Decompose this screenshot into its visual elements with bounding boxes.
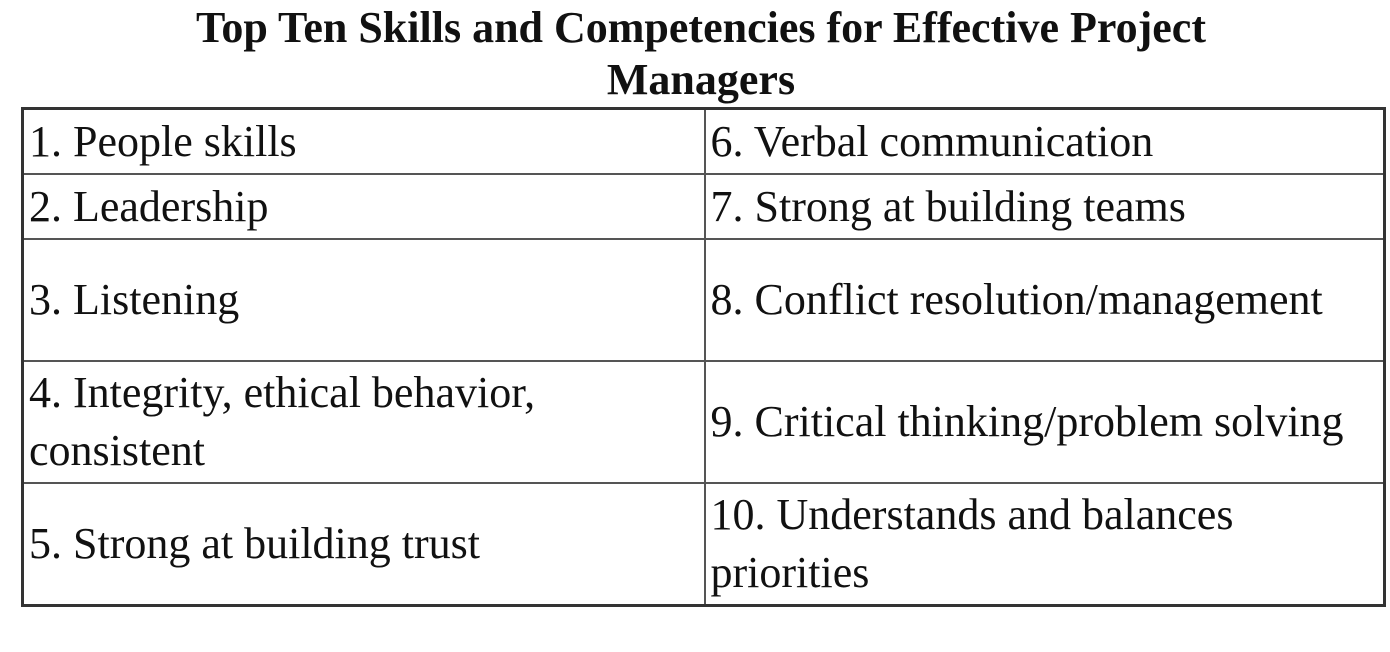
table-row: 2. Leadership 7. Strong at building team… bbox=[21, 173, 1386, 240]
table-row: 3. Listening 8. Conflict resolution/mana… bbox=[21, 238, 1386, 362]
skill-cell: 7. Strong at building teams bbox=[703, 173, 1386, 240]
table-row: 4. Integrity, ethical behavior, consiste… bbox=[21, 360, 1386, 484]
skill-cell: 1. People skills bbox=[21, 107, 706, 175]
skills-table: 1. People skills 6. Verbal communication… bbox=[21, 107, 1386, 607]
skill-cell: 4. Integrity, ethical behavior, consiste… bbox=[21, 360, 706, 484]
table-row: 1. People skills 6. Verbal communication bbox=[21, 107, 1386, 175]
skill-cell: 10. Understands and balances priorities bbox=[703, 482, 1386, 607]
skill-cell: 3. Listening bbox=[21, 238, 706, 362]
skill-cell: 8. Conflict resolution/management bbox=[703, 238, 1386, 362]
table-row: 5. Strong at building trust 10. Understa… bbox=[21, 482, 1386, 607]
document-title: Top Ten Skills and Competencies for Effe… bbox=[0, 2, 1390, 106]
skill-cell: 5. Strong at building trust bbox=[21, 482, 706, 607]
title-line-1: Top Ten Skills and Competencies for Effe… bbox=[196, 3, 1206, 52]
title-line-2: Managers bbox=[606, 55, 796, 104]
skill-cell: 6. Verbal communication bbox=[703, 107, 1386, 175]
skill-cell: 9. Critical thinking/problem solving bbox=[703, 360, 1386, 484]
skill-cell: 2. Leadership bbox=[21, 173, 706, 240]
